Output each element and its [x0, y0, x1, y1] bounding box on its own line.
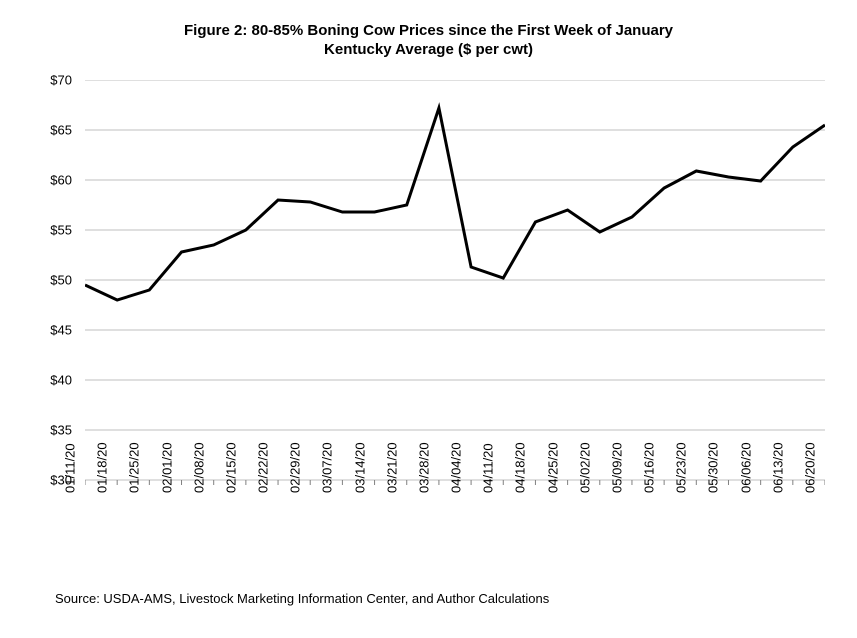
- chart-container: Figure 2: 80-85% Boning Cow Prices since…: [0, 0, 857, 638]
- x-tick-label: 05/16/20: [642, 442, 657, 493]
- y-tick-label: $65: [50, 123, 72, 138]
- x-tick-label: 04/04/20: [449, 442, 464, 493]
- x-tick-label: 05/23/20: [674, 442, 689, 493]
- y-tick-label: $40: [50, 373, 72, 388]
- price-series-line: [85, 108, 825, 300]
- gridlines: [85, 80, 825, 480]
- y-tick-label: $35: [50, 423, 72, 438]
- x-tick-label: 05/09/20: [609, 442, 624, 493]
- plot-area: [85, 80, 825, 480]
- y-axis: $30$35$40$45$50$55$60$65$70: [0, 80, 80, 480]
- x-tick-label: 05/02/20: [577, 442, 592, 493]
- x-tick-label: 04/11/20: [481, 443, 496, 493]
- x-tick-label: 03/21/20: [384, 442, 399, 493]
- title-line-2: Kentucky Average ($ per cwt): [324, 41, 533, 58]
- chart-title: Figure 2: 80-85% Boning Cow Prices since…: [0, 22, 857, 60]
- x-tick-label: 05/30/20: [706, 442, 721, 493]
- x-tick-label: 02/01/20: [159, 442, 174, 493]
- plot-svg: [85, 80, 825, 486]
- x-tick-label: 06/06/20: [738, 442, 753, 493]
- x-tick-label: 02/22/20: [256, 442, 271, 493]
- y-tick-label: $50: [50, 273, 72, 288]
- x-tick-label: 01/11/20: [63, 443, 78, 493]
- source-text: Source: USDA-AMS, Livestock Marketing In…: [55, 591, 549, 606]
- x-tick-label: 04/18/20: [513, 442, 528, 493]
- x-tick-label: 03/28/20: [416, 442, 431, 493]
- x-tick-label: 06/20/20: [803, 442, 818, 493]
- x-tick-label: 01/18/20: [95, 442, 110, 493]
- y-tick-label: $70: [50, 73, 72, 88]
- y-tick-label: $45: [50, 323, 72, 338]
- x-tick-label: 03/07/20: [320, 442, 335, 493]
- y-tick-label: $55: [50, 223, 72, 238]
- x-tick-label: 06/13/20: [770, 442, 785, 493]
- title-line-1: Figure 2: 80-85% Boning Cow Prices since…: [184, 22, 673, 39]
- x-axis: 01/11/2001/18/2001/25/2002/01/2002/08/20…: [85, 485, 825, 565]
- x-tick-label: 04/25/20: [545, 442, 560, 493]
- x-tick-label: 02/15/20: [223, 442, 238, 493]
- x-tick-label: 03/14/20: [352, 442, 367, 493]
- x-tick-label: 01/25/20: [127, 442, 142, 493]
- x-tick-label: 02/08/20: [191, 442, 206, 493]
- y-tick-label: $60: [50, 173, 72, 188]
- x-tick-label: 02/29/20: [288, 442, 303, 493]
